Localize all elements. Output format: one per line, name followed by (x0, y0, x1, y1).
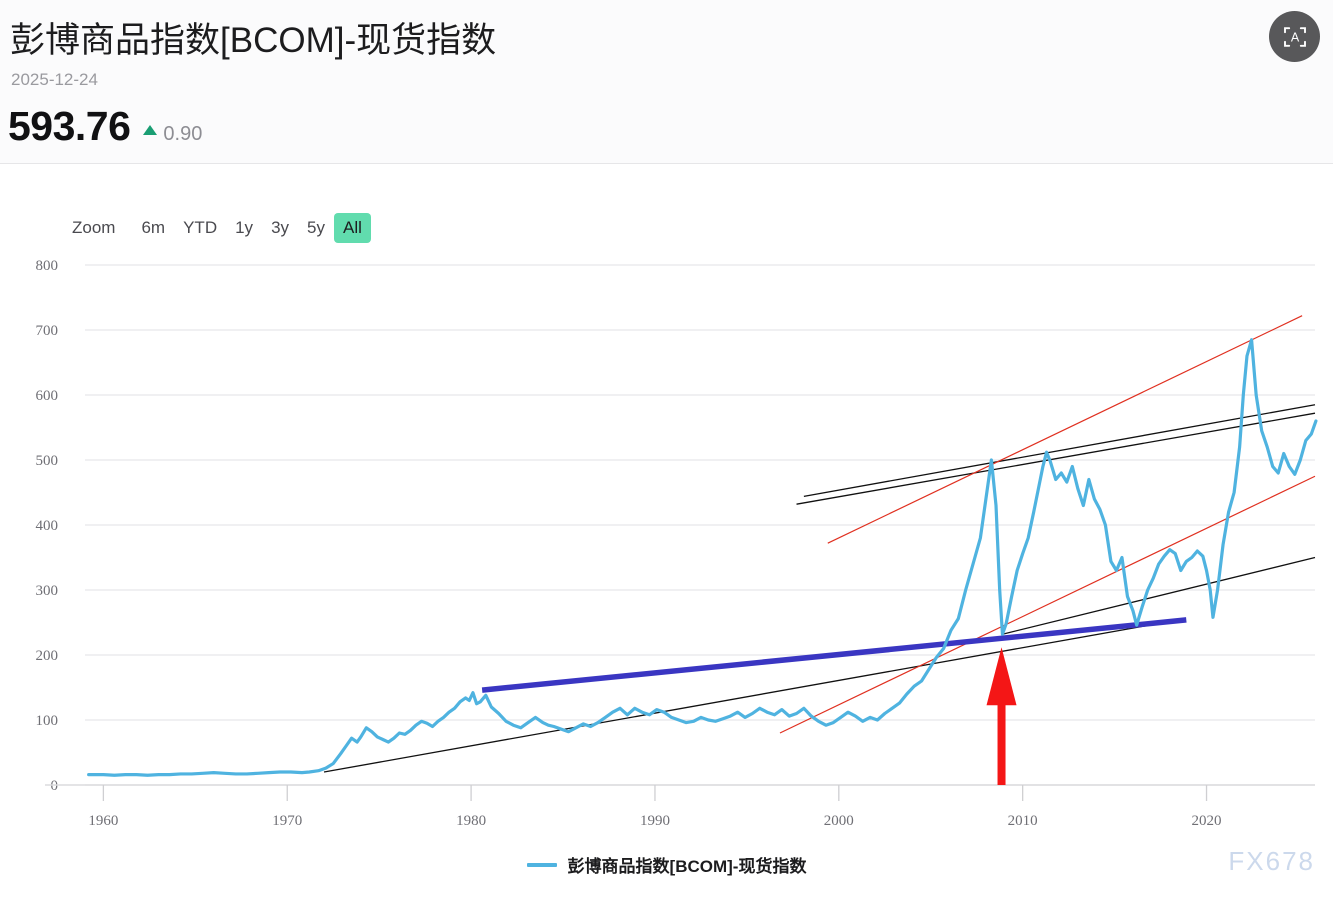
y-axis-tick-label: 100 (36, 713, 59, 729)
chart-markers (986, 647, 1017, 785)
x-axis-tick-label: 2020 (1192, 813, 1222, 829)
chart-legend: 彭博商品指数[BCOM]-现货指数 (0, 852, 1333, 877)
zoom-button-5y[interactable]: 5y (307, 218, 325, 237)
zoom-button-1y[interactable]: 1y (235, 218, 254, 237)
x-axis-tick-label: 1960 (88, 813, 118, 829)
auto-scale-icon: A (1283, 26, 1306, 47)
x-axis-tick-label: 1970 (272, 813, 302, 829)
quote-date: 2025-12-24 (11, 70, 98, 89)
zoom-button-ytd[interactable]: YTD (183, 218, 218, 237)
x-axis (45, 784, 1315, 801)
red-up-arrow (986, 647, 1017, 785)
series-lines (87, 338, 1318, 777)
y-axis-tick-label: 400 (36, 518, 59, 534)
y-axis-tick-label: 600 (36, 388, 59, 404)
change-up-arrow-icon (143, 125, 158, 135)
late-channel-upper-black (803, 404, 1316, 498)
legend-swatch-icon (526, 862, 557, 867)
long-channel-lower-black (323, 618, 1183, 773)
site-watermark: FX678 (1228, 846, 1315, 876)
quote-row: 593.76 0.90 (8, 103, 202, 150)
y-axis-tick-label: 800 (36, 258, 59, 274)
x-axis-tick-label: 1980 (456, 813, 486, 829)
trendline-overlays (323, 315, 1316, 773)
y-axis-tick-label: 300 (36, 583, 59, 599)
red-upper-trendline (827, 315, 1303, 544)
zoom-button-6m[interactable]: 6m (141, 218, 166, 237)
chart-area[interactable]: 0 100 200 300 400 500 600 700 800 1960 1970 1980 19… (0, 164, 1333, 899)
chart-gridlines (85, 264, 1315, 786)
series-line (87, 338, 1318, 777)
y-axis-tick-label: 200 (36, 648, 59, 664)
x-axis-tick-label: 1990 (640, 813, 670, 829)
zoom-button-3y[interactable]: 3y (271, 218, 290, 237)
long-channel-upper-black (796, 412, 1316, 505)
y-axis-labels: 0 100 200 300 400 500 600 700 800 (36, 258, 59, 794)
late-channel-lower-black (1002, 556, 1316, 635)
quote-change: 0.90 (163, 123, 203, 145)
page-title: 彭博商品指数[BCOM]-现货指数 (10, 21, 497, 60)
y-axis-tick-label: 0 (51, 778, 59, 794)
zoom-label: Zoom (72, 218, 116, 237)
svg-text:A: A (1290, 30, 1299, 44)
blue-resistance-trendline (481, 617, 1187, 693)
zoom-button-all[interactable]: All (334, 213, 371, 243)
legend-label: 彭博商品指数[BCOM]-现货指数 (567, 857, 807, 876)
auto-scale-button[interactable]: A (1269, 11, 1320, 62)
x-axis-labels: 1960 1970 1980 1990 2000 2010 2020 (88, 813, 1221, 829)
page-header: 彭博商品指数[BCOM]-现货指数 2025-12-24 593.76 0.90… (0, 0, 1333, 164)
y-axis-tick-label: 700 (36, 323, 59, 339)
x-axis-tick-label: 2000 (824, 813, 854, 829)
red-lower-trendline (779, 475, 1316, 734)
y-axis-tick-label: 500 (36, 453, 59, 469)
quote-price: 593.76 (8, 103, 131, 149)
zoom-range-controls: Zoom 6m YTD 1y 3y 5y All (72, 213, 371, 243)
x-axis-tick-label: 2010 (1008, 813, 1038, 829)
